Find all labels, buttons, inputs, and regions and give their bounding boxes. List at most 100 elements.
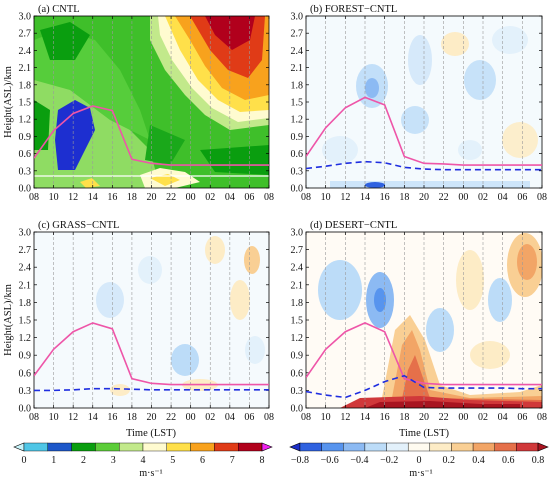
x-tick-label: 10 [49,192,59,203]
x-tick-label: 04 [498,192,508,203]
panel-c: 08 10 12 14 16 18 20 22 00 02 04 06 080.00.30.60.91.… [3,220,274,439]
colorbar-tick-label: 6 [200,455,205,466]
colorbar-tick-label: 4 [141,455,146,466]
x-tick-label: 16 [380,192,390,203]
x-tick-label: 20 [419,192,429,203]
x-tick-label: 14 [360,412,370,423]
colorbar-tick-label: −0.8 [291,455,309,466]
y-tick-label: 2.1 [19,63,32,74]
y-tick-label: 2.7 [19,245,32,256]
y-tick-label: 3.0 [291,228,304,239]
x-tick-label: 22 [166,412,176,423]
colorbar-tick-label: 0 [417,455,422,466]
y-tick-label: 1.2 [291,333,304,344]
colorbar-segment [47,442,72,452]
x-tick-label: 00 [186,192,196,203]
panel-c-boundary-layer-line [34,322,269,386]
panel-c-axes: 08 10 12 14 16 18 20 22 00 02 04 06 080.00.30.60.91.… [19,228,275,424]
y-tick-label: 1.8 [19,298,32,309]
y-tick-label: 1.5 [19,98,32,109]
x-tick-label: 10 [321,412,331,423]
x-tick-label: 06 [244,412,254,423]
y-tick-label: 0.3 [19,166,32,177]
y-tick-label: 1.2 [19,115,32,126]
x-tick-label: 18 [127,412,137,423]
panel-a-axes: 08 10 12 14 16 18 20 22 00 02 04 06 080.00.30.60.91.… [19,12,275,204]
colorbar-left-arrow [13,442,25,452]
x-tick-label: 00 [458,412,468,423]
panel-a-title: (a) CNTL [38,4,80,15]
y-tick-label: 0.9 [291,351,304,362]
colorbar-segment [386,442,409,452]
colorbar-right-arrow [261,442,273,452]
y-tick-label: 0.9 [19,351,32,362]
x-tick-label: 04 [225,192,235,203]
x-tick-label: 20 [147,412,157,423]
panel-d: 08 10 12 14 16 18 20 22 00 02 04 06 080.00.30.60.91.… [291,220,548,439]
colorbar-wind: 0 1 2 3 4 5 6 7 8 [13,442,273,466]
x-tick-label: 08 [29,412,39,423]
colorbar-tick-label: 8 [260,455,265,466]
y-tick-label: 0.9 [291,132,304,143]
panel-c-dashed-line [34,387,269,392]
x-tick-label: 04 [225,412,235,423]
colorbar-tick-label: 0.2 [443,455,456,466]
y-tick-label: 0.0 [19,404,32,415]
y-tick-label: 2.7 [291,245,304,256]
y-tick-label: 1.8 [19,80,32,91]
colorbar-left-arrow [289,442,301,452]
y-tick-label: 0.0 [291,404,304,415]
colorbar-tick-label: 0.8 [532,455,545,466]
panel-c-ylabel: Height(ASL)/km [3,284,14,356]
x-tick-label: 02 [478,192,488,203]
panel-b-boundary-layer-line [306,96,542,166]
y-tick-label: 2.1 [291,280,304,291]
x-tick-label: 06 [517,192,527,203]
colorbar-tick-label: 7 [230,455,235,466]
y-tick-label: 1.2 [19,333,32,344]
panel-d-dashed-line [306,374,542,399]
x-tick-label: 08 [301,192,311,203]
x-tick-label: 12 [68,412,78,423]
x-tick-label: 22 [439,412,449,423]
y-tick-label: 1.8 [291,298,304,309]
x-tick-label: 12 [340,412,350,423]
x-tick-label: 14 [360,192,370,203]
x-tick-label: 08 [537,192,547,203]
x-tick-label: 02 [205,412,215,423]
colorbar-segment [166,442,191,452]
panel-a: 08 10 12 14 16 18 20 22 00 02 04 06 080.00.30.60.91.… [3,4,274,203]
x-tick-label: 02 [478,412,488,423]
y-tick-label: 0.6 [291,368,304,379]
y-tick-label: 0.9 [19,132,32,143]
x-tick-label: 20 [419,412,429,423]
panel-d-xlabel: Time (LST) [399,428,450,439]
x-tick-label: 12 [68,192,78,203]
colorbar-tick-label: −0.4 [350,455,368,466]
colorbar-tick-label: −0.6 [321,455,339,466]
x-tick-label: 08 [301,412,311,423]
colorbar-segment [214,442,239,452]
y-tick-label: 3.0 [19,228,32,239]
y-tick-label: 2.4 [291,46,304,57]
colorbar-segment [451,442,474,452]
x-tick-label: 18 [399,192,409,203]
panel-b: 08 10 12 14 16 18 20 22 00 02 04 06 080.00.30.60.91.… [291,4,548,203]
y-tick-label: 3.0 [291,12,304,23]
x-tick-label: 08 [537,412,547,423]
panel-d-field [306,232,542,408]
panel-b-title: (b) FOREST−CNTL [310,4,397,15]
colorbar-segment [516,442,539,452]
x-tick-label: 22 [439,192,449,203]
y-tick-label: 0.0 [291,184,304,195]
y-tick-label: 0.6 [19,149,32,160]
x-tick-label: 10 [49,412,59,423]
colorbar-segment [237,442,263,452]
x-tick-label: 18 [399,412,409,423]
y-tick-label: 0.6 [19,368,32,379]
panel-a-field [34,16,269,188]
y-tick-label: 2.7 [19,29,32,40]
x-tick-label: 08 [264,192,274,203]
x-tick-label: 18 [127,192,137,203]
panel-b-axes: 08 10 12 14 16 18 20 22 00 02 04 06 080.00.30.60.91.… [291,12,548,204]
